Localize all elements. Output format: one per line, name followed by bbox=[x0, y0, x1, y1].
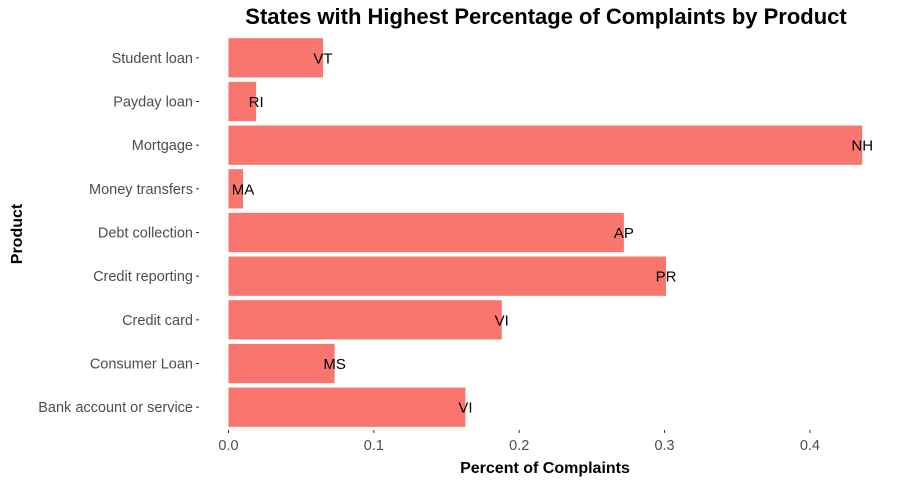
x-tick-label: 0.1 bbox=[364, 438, 384, 454]
y-tick-label: Debt collection bbox=[98, 226, 193, 242]
bar bbox=[228, 38, 323, 78]
bar bbox=[228, 343, 335, 384]
x-axis-title: Percent of Complaints bbox=[460, 460, 630, 477]
x-tick-label: 0.2 bbox=[509, 438, 529, 454]
data-labels-group: VI MS VI PR AP MA NH RI VT bbox=[232, 50, 873, 416]
bar bbox=[228, 212, 624, 253]
bar bbox=[228, 256, 667, 296]
bars-group bbox=[228, 38, 863, 427]
data-label: VI bbox=[495, 312, 509, 329]
y-tick-label: Payday loan bbox=[113, 95, 193, 111]
data-label: VT bbox=[313, 50, 332, 67]
y-axis-title: Product bbox=[9, 203, 26, 264]
data-label: MA bbox=[232, 181, 255, 198]
x-tick-label: 0.3 bbox=[654, 438, 674, 454]
y-tick-label: Student loan bbox=[112, 51, 193, 67]
y-tick-label: Credit card bbox=[122, 313, 193, 329]
y-tick-label: Money transfers bbox=[89, 182, 193, 198]
y-tick-label: Consumer Loan bbox=[90, 357, 193, 373]
y-tick-label: Bank account or service bbox=[38, 400, 193, 416]
y-axis: Bank account or service Consumer Loan Cred… bbox=[38, 51, 199, 416]
data-label: VI bbox=[458, 400, 472, 417]
data-label: RI bbox=[249, 94, 264, 111]
chart-title: States with Highest Percentage of Compla… bbox=[245, 4, 847, 29]
x-tick-label: 0.0 bbox=[218, 438, 238, 454]
data-label: NH bbox=[851, 138, 873, 155]
y-tick-label: Mortgage bbox=[132, 138, 193, 154]
bar bbox=[228, 300, 502, 340]
x-tick-label: 0.4 bbox=[800, 438, 820, 454]
x-axis: 0.0 0.1 0.2 0.3 0.4 bbox=[218, 430, 820, 454]
bar bbox=[228, 169, 244, 209]
bar bbox=[228, 81, 257, 122]
bar bbox=[228, 387, 466, 427]
data-label: AP bbox=[614, 225, 634, 242]
bar bbox=[228, 125, 863, 165]
data-label: MS bbox=[323, 356, 346, 373]
data-label: PR bbox=[656, 269, 677, 286]
y-tick-label: Credit reporting bbox=[93, 269, 193, 285]
